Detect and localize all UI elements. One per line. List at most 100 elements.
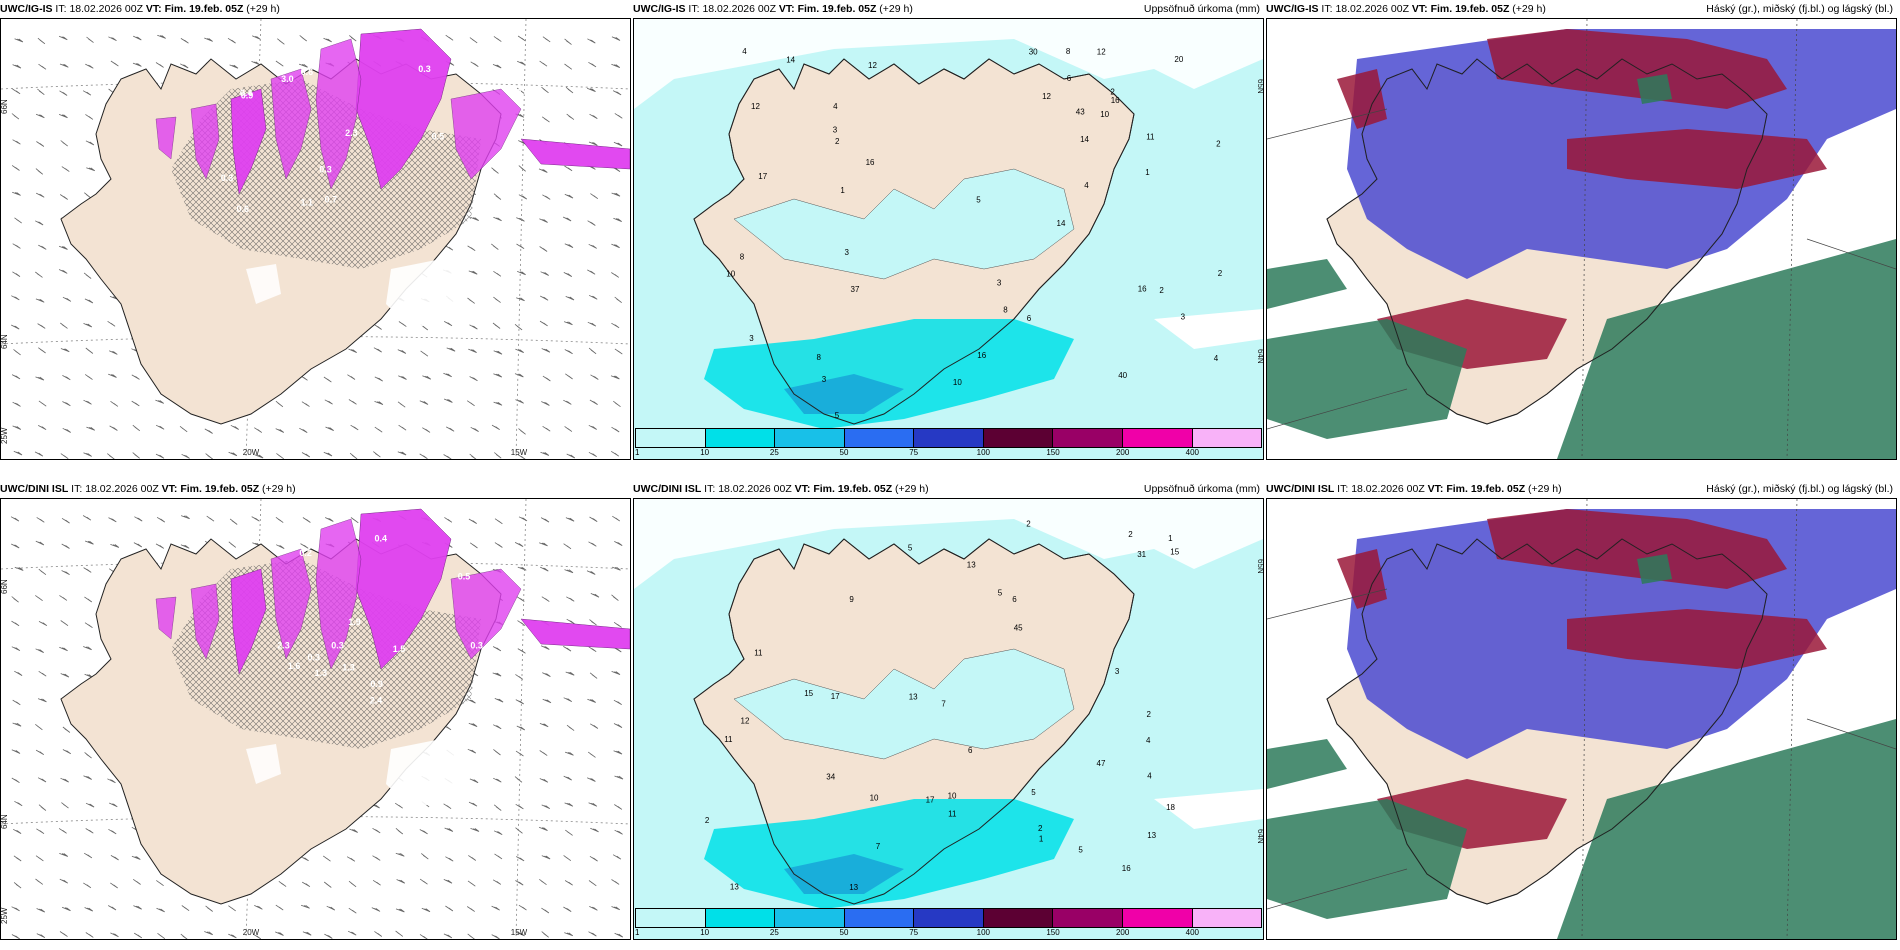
value-label: 5	[835, 411, 840, 420]
colorbar-tick-label: 200	[1115, 928, 1130, 937]
vt-value: Fim. 19.feb. 05Z	[797, 3, 877, 15]
map-frame[interactable]: 0.3 0.2 2.3 1.9 1.5 0.9 1.3 1.3 0.5 0.9 1.6 0.6 1.2 2…	[0, 498, 631, 940]
dry-area	[634, 499, 1263, 589]
snowfall-area	[520, 618, 630, 650]
colorbar-swatch	[636, 909, 706, 927]
panel-header: UWC/DINI ISL IT: 18.02.2026 00Z VT: Fim.…	[1266, 480, 1897, 498]
high-cloud	[1267, 799, 1467, 919]
colorbar-swatch	[983, 429, 1054, 447]
value-label: 8	[1003, 306, 1008, 315]
value-label: 5	[1078, 846, 1083, 855]
colorbar-swatch	[636, 429, 706, 447]
high-cloud	[1637, 74, 1672, 104]
value-label: 34	[826, 773, 835, 782]
model-label: UWC/IG-IS	[633, 3, 686, 15]
snowfall-area	[155, 116, 177, 160]
value-label: 10	[1100, 110, 1109, 119]
precip-area-heavier	[784, 374, 904, 414]
product-title: Uppsöfnuð úrkoma (mm)	[1143, 483, 1260, 495]
value-label: 0.3	[308, 653, 321, 663]
value-label: 5	[998, 588, 1003, 597]
value-label: 2	[1110, 87, 1115, 96]
colorbar-swatch	[705, 429, 776, 447]
high-cloud	[1267, 319, 1467, 439]
dry-area	[246, 264, 281, 304]
colorbar-tick-label: 50	[839, 928, 849, 937]
value-label: 0.4	[375, 534, 388, 544]
vt-label: VT:	[1427, 483, 1444, 495]
value-label: 11	[724, 735, 733, 744]
vt-label: VT:	[161, 483, 178, 495]
snowfall-areas	[155, 508, 630, 675]
map-frame[interactable]: 3.0 1.9 2.3 1.2 0.3 0.9 0.5 1.1 0.3 1.4 0.8 0.6 0.4 2…	[0, 18, 631, 460]
graticule	[1267, 499, 1896, 939]
value-label: 1.1	[301, 197, 314, 207]
value-label: 1	[1145, 168, 1150, 177]
map-frame[interactable]	[1266, 498, 1897, 940]
value-label: 12	[1042, 92, 1051, 101]
it-label: IT:	[1321, 3, 1333, 15]
colorbar-swatch	[775, 909, 845, 927]
mid-cloud	[1487, 29, 1787, 109]
value-label: 0.9	[241, 91, 254, 101]
map-frame[interactable]: 3 4 4 5 3 3 3 2 12 16 16 16 10 17 8 10 14 14 8 12 8 6 3 2 2 1 2 2 4 1…	[633, 18, 1264, 460]
value-label: 43	[1076, 108, 1085, 117]
value-label: 0.3	[418, 64, 431, 74]
value-label: 1.2	[236, 538, 249, 548]
snowfall-area	[270, 68, 312, 180]
value-label: 40	[1118, 371, 1127, 380]
value-label: 0.8	[516, 88, 529, 98]
it-value: 18.02.2026 00Z	[1335, 3, 1409, 15]
value-label: 0.9	[556, 578, 569, 588]
snowfall-area	[230, 568, 267, 675]
value-label: 18	[1166, 803, 1175, 812]
value-labels: 0.3 0.2 2.3 1.9 1.5 0.9 1.3 1.3 0.5 0.9 1.6 0.6 1.2 2…	[236, 534, 572, 706]
value-label: 0.3	[319, 165, 332, 175]
value-label: 0.3	[221, 173, 234, 183]
mid-cloud	[1337, 549, 1387, 609]
colorbar-tick-label: 10	[700, 448, 710, 457]
model-label: UWC/DINI ISL	[1266, 483, 1335, 495]
lat-label: 25W	[1, 907, 9, 924]
value-label: 6	[1027, 314, 1032, 323]
map-frame[interactable]	[1266, 18, 1897, 460]
value-label: 17	[758, 172, 767, 181]
mid-cloud	[1567, 129, 1827, 189]
value-label: 2	[1128, 530, 1133, 539]
value-label: 5	[1031, 788, 1036, 797]
value-label: 12	[868, 61, 877, 70]
snowfall-area	[230, 88, 267, 195]
value-label: 2	[1159, 286, 1164, 295]
colorbar-swatch	[1122, 909, 1193, 927]
value-label: 4	[1146, 736, 1151, 745]
vt-value: Fim. 19.feb. 05Z	[164, 3, 244, 15]
lat-label: 66N	[1, 579, 9, 594]
it-value: 18.02.2026 00Z	[69, 3, 143, 15]
colorbar-swatch	[914, 429, 984, 447]
value-label: 13	[849, 883, 858, 892]
value-label: 47	[1097, 759, 1106, 768]
value-label: 17	[831, 692, 840, 701]
value-label: 1.2	[522, 208, 535, 218]
lead-time: (+29 h)	[262, 483, 296, 495]
colorbar-ticks: 1 10 25 50 75 100 150 200 400	[635, 928, 1262, 938]
value-label: 16	[1138, 285, 1147, 294]
value-label: 12	[1097, 47, 1106, 56]
value-label: 3.0	[281, 74, 294, 84]
value-label: 1.3	[342, 663, 355, 673]
snowfall-area	[355, 28, 452, 190]
value-label: 1.6	[288, 661, 301, 671]
product-title: Háský (gr.), miðský (fj.bl.) og lágský (…	[1706, 483, 1893, 495]
colorbar-tick-label: 150	[1046, 928, 1060, 937]
map-frame[interactable]: 5 2 2 4 1 13 13 12 17 11 9 15 10 6 5 18 7 3 2 2 1 2 7 15 13 13 13 1…	[633, 498, 1264, 940]
dry-area	[634, 19, 1263, 109]
lead-time: (+29 h)	[895, 483, 929, 495]
value-label: 6	[1067, 74, 1072, 83]
value-label: 1.9	[348, 617, 361, 627]
map-panel-igis-accum-precip: UWC/IG-IS IT: 18.02.2026 00Z VT: Fim. 19…	[633, 0, 1264, 460]
value-label: 11	[1146, 133, 1155, 142]
colorbar-tick-label: 200	[1115, 448, 1130, 457]
value-label: 0.6	[559, 597, 572, 607]
lead-time: (+29 h)	[1528, 483, 1562, 495]
value-label: 10	[948, 792, 957, 801]
